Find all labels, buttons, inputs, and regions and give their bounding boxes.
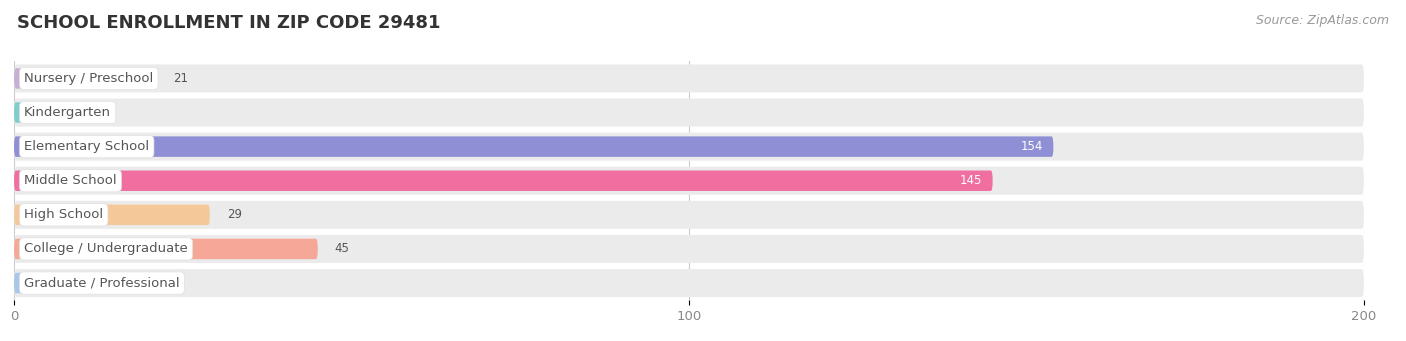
FancyBboxPatch shape [14, 201, 1364, 229]
Text: Middle School: Middle School [24, 174, 117, 187]
Text: Nursery / Preschool: Nursery / Preschool [24, 72, 153, 85]
FancyBboxPatch shape [14, 167, 1364, 195]
Text: 145: 145 [960, 174, 983, 187]
FancyBboxPatch shape [14, 269, 1364, 297]
Text: 8: 8 [84, 277, 93, 290]
Text: College / Undergraduate: College / Undergraduate [24, 242, 188, 255]
Text: Source: ZipAtlas.com: Source: ZipAtlas.com [1256, 14, 1389, 27]
FancyBboxPatch shape [14, 133, 1364, 161]
Text: Graduate / Professional: Graduate / Professional [24, 277, 180, 290]
FancyBboxPatch shape [14, 205, 209, 225]
Text: 29: 29 [226, 208, 242, 221]
FancyBboxPatch shape [14, 102, 62, 123]
FancyBboxPatch shape [14, 64, 1364, 92]
Text: High School: High School [24, 208, 103, 221]
Text: 7: 7 [79, 106, 86, 119]
Text: Elementary School: Elementary School [24, 140, 149, 153]
Text: 21: 21 [173, 72, 187, 85]
Text: 45: 45 [335, 242, 350, 255]
FancyBboxPatch shape [14, 136, 1053, 157]
Text: 154: 154 [1021, 140, 1043, 153]
FancyBboxPatch shape [14, 170, 993, 191]
FancyBboxPatch shape [14, 99, 1364, 127]
Text: Kindergarten: Kindergarten [24, 106, 111, 119]
Text: SCHOOL ENROLLMENT IN ZIP CODE 29481: SCHOOL ENROLLMENT IN ZIP CODE 29481 [17, 14, 440, 32]
FancyBboxPatch shape [14, 273, 67, 293]
FancyBboxPatch shape [14, 235, 1364, 263]
FancyBboxPatch shape [14, 68, 156, 89]
FancyBboxPatch shape [14, 239, 318, 259]
